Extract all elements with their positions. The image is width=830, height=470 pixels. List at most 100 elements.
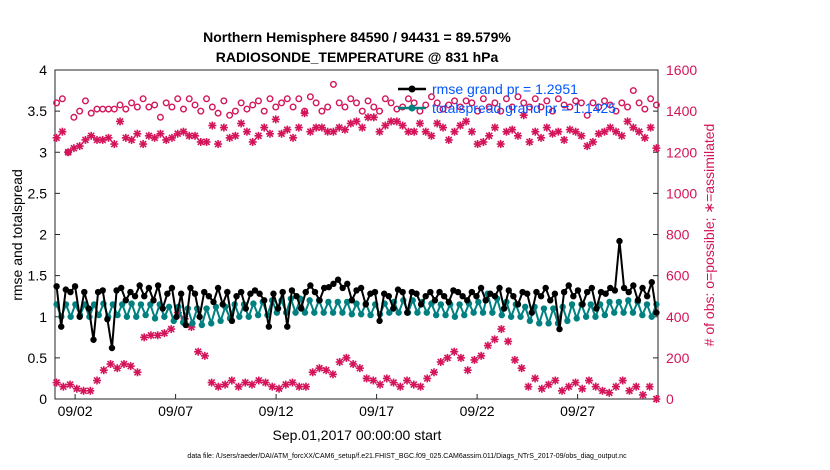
obs-possible-point	[606, 101, 614, 109]
obs-assimilated-point	[300, 109, 309, 118]
totalspread-point	[367, 311, 374, 319]
obs-assimilated-point	[86, 386, 95, 395]
obs-possible-point	[433, 99, 441, 107]
star-stroke	[312, 124, 320, 132]
right-tick-label: 0	[666, 391, 674, 407]
rmse-point	[510, 292, 517, 300]
rmse-point	[233, 292, 240, 300]
obs-assimilated-point	[140, 333, 149, 342]
obs-assimilated-point	[625, 386, 634, 395]
totalspread-point	[615, 298, 623, 306]
obs-assimilated-point	[564, 382, 573, 391]
totalspread-point	[123, 313, 131, 320]
obs-assimilated-point	[606, 123, 615, 132]
obs-assimilated-point	[470, 355, 479, 364]
star-stroke	[612, 128, 620, 136]
obs-assimilated-point	[398, 121, 407, 130]
star-stroke	[87, 132, 95, 140]
obs-assimilated-point	[146, 331, 155, 340]
rmse-point	[99, 287, 106, 294]
obs-possible-point	[566, 103, 574, 111]
obs-assimilated-point	[317, 123, 326, 132]
totalspread-point	[334, 298, 341, 306]
obs-assimilated-point	[623, 117, 632, 126]
totalspread-point	[414, 309, 421, 316]
obs-possible-point	[168, 103, 176, 111]
obs-assimilated-point	[578, 384, 587, 393]
rmse-point	[500, 305, 508, 312]
obs-assimilated-point	[497, 325, 506, 334]
star-stroke	[437, 358, 445, 366]
obs-assimilated-point	[510, 355, 519, 364]
rmse-point	[547, 297, 554, 304]
obs-assimilated-point	[179, 127, 188, 136]
obs-possible-point	[179, 105, 187, 113]
star-stroke	[605, 389, 613, 397]
star-stroke	[525, 138, 534, 146]
rmse-point	[261, 297, 268, 304]
star-stroke	[220, 124, 228, 132]
obs-possible-point	[289, 103, 297, 111]
obs-assimilated-point	[202, 137, 211, 146]
star-stroke	[309, 368, 317, 376]
obs-possible-point	[549, 107, 557, 115]
obs-assimilated-point	[106, 360, 115, 369]
left-tick-label: 1	[39, 309, 47, 325]
obs-possible-point	[353, 99, 361, 107]
star-stroke	[301, 109, 309, 117]
rmse-point	[302, 288, 309, 296]
obs-assimilated-point	[463, 366, 472, 375]
obs-assimilated-point	[104, 133, 113, 142]
star-stroke	[64, 148, 72, 156]
obs-assimilated-point	[640, 133, 649, 142]
star-stroke	[289, 134, 297, 142]
obs-assimilated-point	[133, 129, 142, 138]
star-stroke	[295, 383, 303, 391]
totalspread-point	[395, 309, 402, 316]
rmse-point	[413, 290, 420, 297]
rmse-point	[67, 288, 74, 296]
rmse-point	[339, 284, 346, 292]
star-stroke	[410, 128, 418, 136]
legend-spread-marker	[408, 104, 416, 112]
obs-assimilated-point	[519, 111, 528, 120]
rmse-point	[436, 288, 443, 296]
obs-assimilated-point	[598, 386, 607, 395]
star-stroke	[497, 140, 505, 148]
rmse-point	[390, 305, 397, 312]
obs-possible-point	[249, 101, 257, 109]
totalspread-point	[550, 305, 557, 312]
obs-possible-point	[81, 97, 89, 105]
star-stroke	[208, 121, 216, 130]
obs-assimilated-point	[605, 388, 614, 397]
obs-assimilated-point	[490, 123, 499, 132]
obs-possible-point	[376, 107, 384, 115]
totalspread-point	[95, 311, 102, 319]
star-stroke	[612, 383, 620, 391]
obs-assimilated-point	[281, 380, 290, 389]
obs-possible-point	[278, 99, 286, 107]
rmse-point	[53, 283, 60, 290]
star-stroke	[544, 381, 553, 389]
obs-assimilated-point	[295, 382, 304, 391]
obs-assimilated-point	[150, 133, 159, 142]
obs-assimilated-point	[219, 123, 228, 132]
obs-possible-point	[203, 95, 211, 103]
star-stroke	[433, 119, 441, 128]
obs-possible-point	[629, 87, 637, 95]
totalspread-point	[545, 320, 552, 327]
star-stroke	[341, 126, 349, 134]
star-stroke	[66, 381, 74, 389]
rmse-point	[399, 288, 406, 296]
rmse-point	[330, 280, 337, 288]
obs-possible-point	[243, 105, 251, 113]
star-stroke	[376, 128, 384, 136]
star-stroke	[106, 360, 115, 368]
obs-assimilated-point	[571, 127, 580, 136]
obs-assimilated-point	[153, 331, 162, 340]
obs-assimilated-point	[167, 325, 176, 334]
obs-assimilated-point	[200, 351, 209, 360]
obs-possible-point	[445, 101, 453, 109]
rmse-point	[316, 297, 323, 304]
star-stroke	[410, 381, 418, 389]
